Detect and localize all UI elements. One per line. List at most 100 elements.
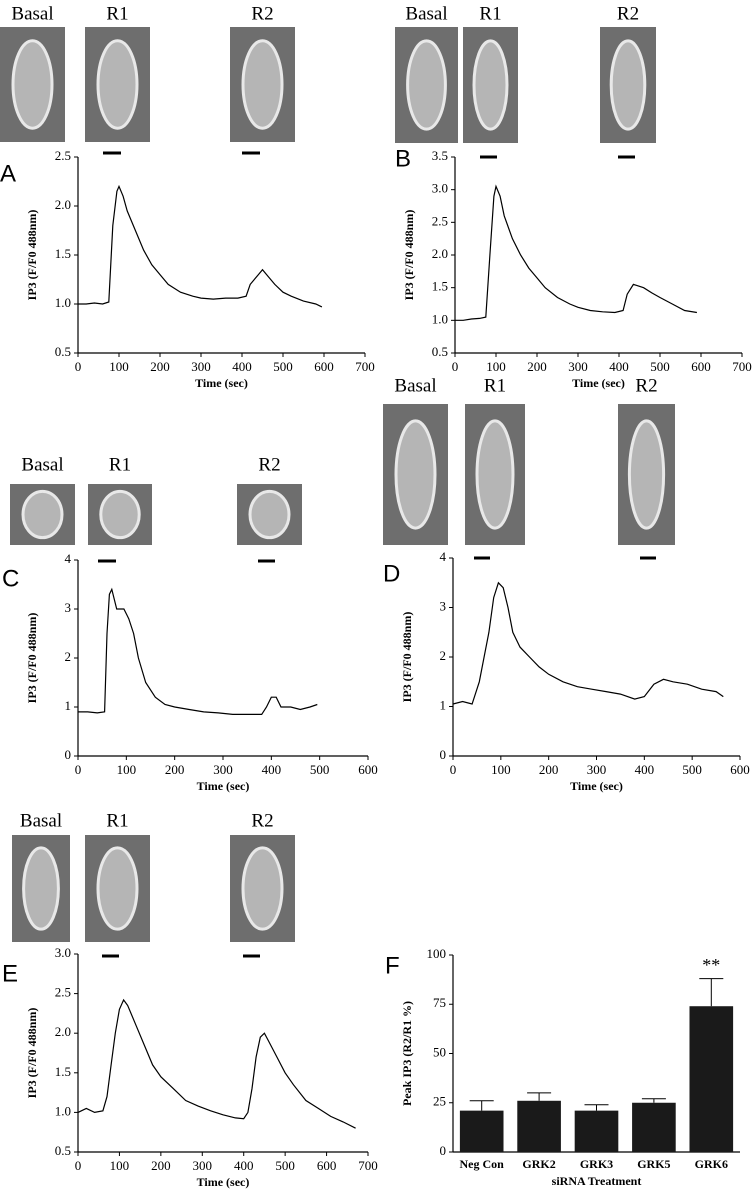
x-tick-label: 400	[262, 762, 282, 777]
cell	[472, 39, 509, 131]
x-tick-label: GRK2	[522, 1157, 555, 1171]
y-tick-label: 1.5	[55, 1064, 71, 1079]
y-tick-label: 2.5	[55, 985, 71, 1000]
cell	[406, 39, 447, 131]
image-label: Basal	[21, 454, 63, 475]
y-tick-label: 1	[440, 697, 447, 712]
x-axis-label: Time (sec)	[197, 1175, 250, 1189]
cell	[241, 846, 284, 931]
y-tick-label: 3.0	[55, 945, 71, 960]
y-tick-label: 4	[440, 549, 447, 564]
x-tick-label: 0	[75, 1158, 82, 1173]
y-axis-label: IP3 (F/F0 488nm)	[25, 613, 39, 704]
image-label: Basal	[20, 810, 62, 831]
image-label: R2	[617, 3, 639, 24]
y-tick-label: 0.5	[432, 344, 448, 359]
bar	[574, 1110, 619, 1152]
image-label: R2	[258, 454, 280, 475]
y-tick-label: 2.0	[55, 197, 71, 212]
y-tick-label: 1.5	[432, 279, 448, 294]
y-axis-label: Peak IP3 (R2/R1 %)	[400, 1001, 414, 1106]
x-tick-label: 400	[232, 359, 252, 374]
y-tick-label: 2.5	[432, 213, 448, 228]
y-axis-label: IP3 (F/F0 488nm)	[402, 210, 416, 301]
image-label: R1	[106, 810, 128, 831]
x-tick-label: 300	[213, 762, 233, 777]
x-tick-label: 700	[732, 359, 752, 374]
x-tick-label: 300	[568, 359, 588, 374]
cell	[394, 419, 437, 530]
y-axis-label: IP3 (F/F0 488nm)	[25, 210, 39, 301]
x-tick-label: 500	[682, 762, 702, 777]
y-tick-label: 4	[65, 551, 72, 566]
y-axis-label: IP3 (F/F0 488nm)	[400, 612, 414, 703]
bar	[459, 1110, 504, 1152]
x-axis-label: Time (sec)	[197, 779, 250, 793]
x-tick-label: 700	[358, 1158, 378, 1173]
y-tick-label: 3	[65, 600, 72, 615]
y-tick-label: 0.5	[55, 1143, 71, 1158]
cell	[248, 489, 291, 540]
y-tick-label: 50	[433, 1044, 446, 1059]
y-tick-label: 3.5	[432, 148, 448, 163]
bar	[517, 1100, 561, 1152]
x-tick-label: 200	[165, 762, 185, 777]
y-tick-label: 3.0	[432, 181, 448, 196]
x-tick-label: 100	[109, 359, 129, 374]
y-tick-label: 0	[440, 1143, 447, 1158]
x-tick-label: 100	[117, 762, 137, 777]
x-tick-label: 500	[650, 359, 670, 374]
image-label: R2	[635, 375, 657, 396]
image-label: R1	[479, 3, 501, 24]
x-tick-label: 500	[275, 1158, 295, 1173]
x-tick-label: 0	[75, 762, 82, 777]
y-tick-label: 2	[65, 649, 72, 664]
y-tick-label: 0	[65, 747, 72, 762]
image-label: Basal	[11, 3, 53, 24]
image-label: R2	[251, 3, 273, 24]
trace	[77, 998, 356, 1129]
trace	[78, 184, 323, 308]
panel-letter: E	[2, 960, 18, 987]
x-tick-label: 700	[355, 359, 375, 374]
x-tick-label: 0	[450, 762, 457, 777]
x-tick-label: 500	[310, 762, 330, 777]
y-tick-label: 1.0	[432, 311, 448, 326]
x-tick-label: Neg Con	[460, 1157, 505, 1171]
y-tick-label: 2.5	[55, 148, 71, 163]
y-tick-label: 0.5	[55, 344, 71, 359]
x-tick-label: 300	[193, 1158, 213, 1173]
x-tick-label: 500	[273, 359, 293, 374]
panel-letter: A	[0, 160, 16, 187]
image-label: Basal	[394, 375, 436, 396]
x-tick-label: GRK3	[580, 1157, 613, 1171]
x-tick-label: 600	[691, 359, 711, 374]
x-tick-label: 400	[635, 762, 655, 777]
cell	[99, 489, 141, 540]
cell	[609, 39, 647, 131]
x-tick-label: 400	[234, 1158, 254, 1173]
bar	[632, 1102, 676, 1152]
x-tick-label: 200	[151, 1158, 171, 1173]
x-axis-label: siRNA Treatment	[552, 1174, 642, 1188]
y-tick-label: 2.0	[55, 1024, 71, 1039]
y-tick-label: 0	[440, 747, 447, 762]
x-axis-label: Time (sec)	[195, 376, 248, 390]
x-tick-label: 200	[539, 762, 559, 777]
cell	[475, 419, 515, 530]
cell	[21, 489, 64, 540]
x-tick-label: 0	[452, 359, 459, 374]
trace	[452, 581, 724, 705]
y-tick-label: 2.0	[432, 246, 448, 261]
image-label: R1	[106, 3, 128, 24]
cell	[627, 419, 666, 530]
cell	[96, 39, 139, 130]
x-tick-label: 400	[609, 359, 629, 374]
y-tick-label: 100	[427, 946, 447, 961]
y-tick-label: 3	[440, 598, 447, 613]
y-tick-label: 1	[65, 698, 72, 713]
x-axis-label: Time (sec)	[572, 376, 625, 390]
x-tick-label: 300	[191, 359, 211, 374]
x-tick-label: 600	[317, 1158, 337, 1173]
